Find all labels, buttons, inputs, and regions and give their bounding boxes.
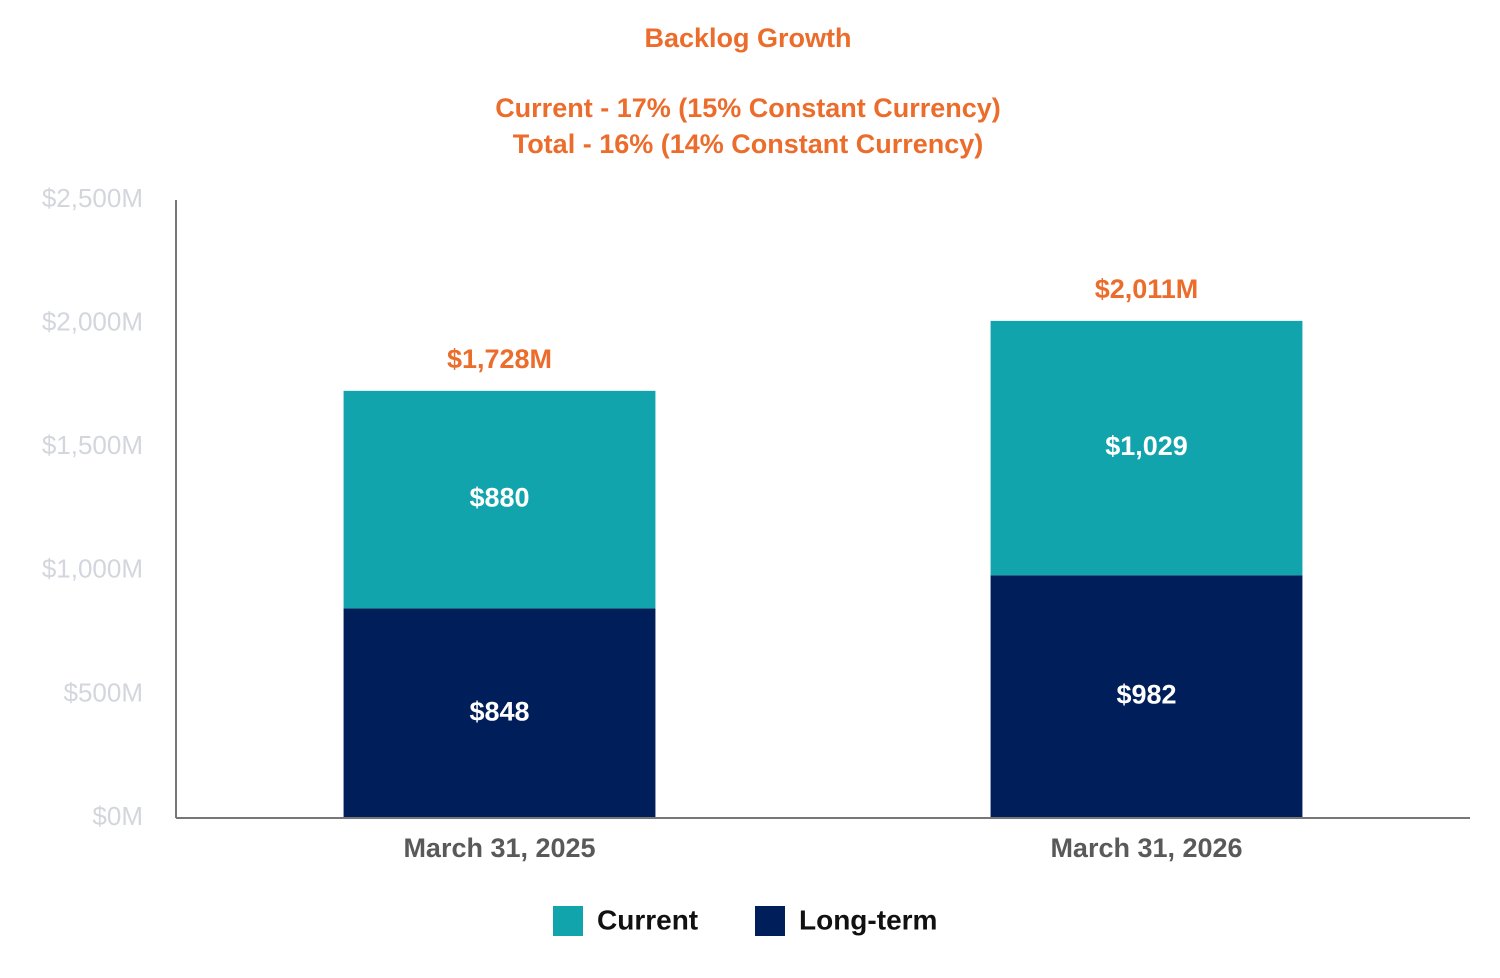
data-label: $1,029 (1105, 431, 1188, 461)
bar-segment (990, 320, 1303, 576)
y-tick-label: $2,500M (42, 183, 143, 213)
chart-subtitle: Current - 17% (15% Constant Currency) (495, 93, 1001, 123)
data-label: $982 (1116, 680, 1176, 710)
legend-label: Current (597, 904, 698, 935)
y-tick-label: $1,000M (42, 554, 143, 584)
chart-subtitle: Total - 16% (14% Constant Currency) (513, 129, 984, 159)
data-label: $848 (469, 696, 529, 726)
bar-segment (343, 608, 656, 818)
bar-segment (990, 575, 1303, 818)
x-tick-label: March 31, 2026 (1050, 833, 1242, 863)
bar-segment (343, 390, 656, 609)
x-tick-label: March 31, 2025 (403, 833, 595, 863)
legend-swatch (553, 906, 583, 936)
y-tick-label: $1,500M (42, 430, 143, 460)
chart-title: Backlog Growth (644, 23, 851, 53)
y-tick-label: $500M (64, 677, 144, 707)
legend-swatch (755, 906, 785, 936)
total-label: $2,011M (1095, 274, 1199, 304)
y-tick-label: $0M (92, 801, 143, 831)
data-label: $880 (469, 483, 529, 513)
total-label: $1,728M (447, 344, 552, 374)
y-tick-label: $2,000M (42, 306, 143, 336)
legend-label: Long-term (799, 904, 937, 935)
